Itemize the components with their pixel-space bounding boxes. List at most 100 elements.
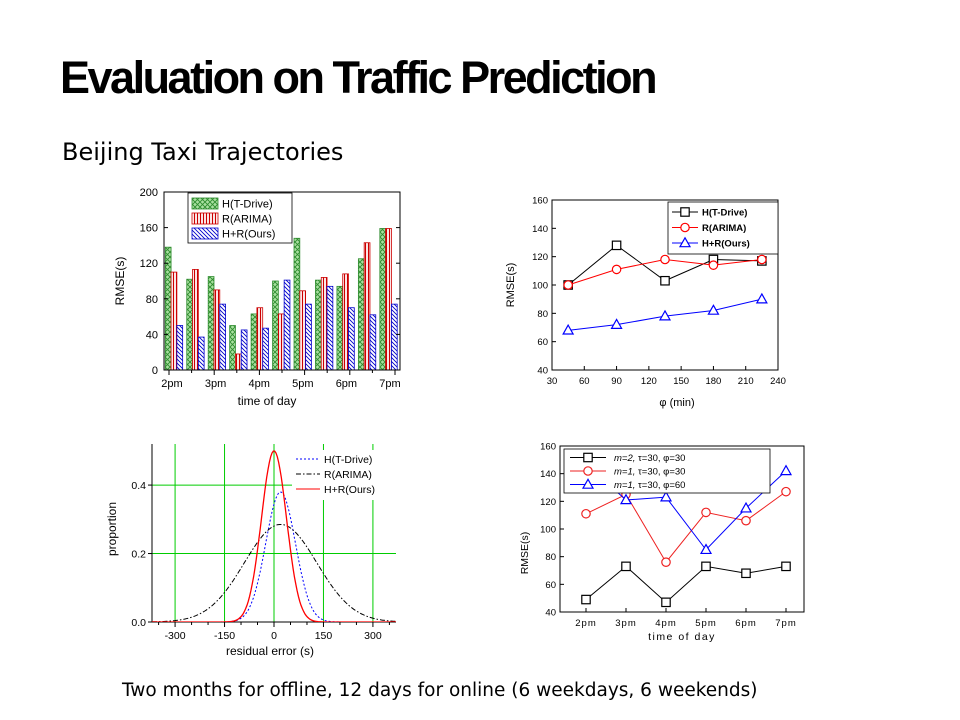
legend-label-1-m: m=1, [614,467,638,478]
legend-label-2: m=1, τ=30, φ=60 [614,480,685,491]
bar-1-8 [342,273,349,371]
y-tick-label-1: 60 [537,337,548,348]
bar-0-3 [229,325,236,371]
point-0-1 [621,561,631,572]
x-axis-label: time of day [238,394,297,408]
slide-subtitle: Beijing Taxi Trajectories [62,138,344,166]
x-tick-label-7: 240 [770,376,786,387]
x-axis-label: φ (min) [659,397,694,409]
legend-label-1: R(ARIMA) [222,214,272,226]
legend-marker-2 [581,478,595,489]
series-line-1 [585,491,787,564]
x-tick-label-3: 5pm [292,378,313,390]
point-1-5 [781,486,791,497]
bar-0-2 [207,276,215,371]
bar-0-6 [293,237,301,371]
y-axis-label: RMSE(s) [519,532,531,575]
point-1-3 [701,507,711,518]
y-tick-label-4: 120 [532,252,548,263]
point-1-3 [708,260,719,270]
slide-title: Evaluation on Traffic Prediction [60,52,658,103]
y-tick-label-2: 80 [146,294,158,306]
y-tick-label-4: 120 [540,497,556,508]
y-tick-label-6: 160 [532,196,548,207]
x-axis-label: time of day [648,631,716,643]
bar-0-1 [186,278,193,371]
legend-label-2-m: m=1, [614,480,638,491]
bar-2-1 [197,336,205,371]
bar-2-6 [305,303,312,371]
point-1-2 [660,254,670,265]
y-tick-label-1: 60 [545,580,556,591]
point-2-1 [619,493,633,505]
point-1-0 [581,508,591,519]
bar-2-3 [240,329,248,371]
bar-1-3 [235,353,242,371]
x-tick-label-5: 7pm [379,378,400,390]
bar-2-2 [219,303,226,371]
x-tick-label-6: 210 [738,376,754,387]
y-tick-label-5: 140 [532,224,548,235]
bar-0-7 [315,279,322,371]
point-2-3 [699,543,713,555]
x-tick-label-3: 120 [641,376,657,387]
x-tick-label-4: 300 [364,630,382,642]
bar-1-6 [299,290,306,371]
legend-label-0-params: τ=30, φ=30 [638,453,685,464]
bar-1-9 [363,242,371,371]
bar-2-5 [283,279,291,371]
legend-label-1: R(ARIMA) [702,223,746,234]
point-0-0 [581,594,591,605]
series-line-0 [585,565,787,603]
point-0-3 [701,561,711,572]
legend-swatch-0 [191,197,219,210]
x-tick-label-0: 2pm [575,618,596,629]
x-axis-label: residual error (s) [226,644,314,658]
x-tick-label-0: -300 [165,630,186,642]
series-curve-1 [152,524,396,622]
slide-footer: Two months for offline, 12 days for onli… [122,680,758,701]
y-axis-label: RMSE(s) [113,257,127,306]
x-tick-label-1: 3pm [615,618,636,629]
bar-1-5 [277,313,285,371]
bar-1-2 [213,289,221,371]
point-2-0 [562,323,575,335]
legend-label-1-params: τ=30, φ=30 [638,467,685,478]
x-tick-label-1: 3pm [205,378,226,390]
x-tick-label-3: 5pm [695,618,716,629]
line-chart-rmse-parameters: 40 60 80 100 120 140 160 2pm 3pm 4pm 5pm 6pm 7pm time… [519,442,805,643]
y-tick-label-5: 140 [540,469,556,480]
legend-marker-2 [678,236,692,248]
point-2-2 [658,309,672,321]
bar-2-8 [348,307,355,371]
legend-label-0: H(T-Drive) [222,199,273,211]
y-tick-label-0: 40 [545,608,556,619]
y-tick-label-2: 0.4 [131,480,146,492]
series-line-2 [585,463,787,551]
y-tick-label-1: 40 [146,329,158,341]
bar-1-0 [170,271,178,371]
bar-0-5 [272,280,279,371]
legend-label-1: R(ARIMA) [324,469,372,481]
legend-label-1: m=1, τ=30, φ=30 [614,467,685,478]
point-2-1 [610,318,623,329]
legend-label-0: H(T-Drive) [324,454,372,466]
bar-1-1 [192,269,199,371]
x-tick-label-2: 90 [611,376,622,387]
line-chart-rmse-phi: 40 60 80 100 120 140 160 30 60 90 120 150 180 210 240 φ… [505,196,786,410]
legend-marker-1 [680,222,690,233]
bar-0-9 [357,258,365,371]
bar-0-4 [250,313,258,371]
point-0-5 [781,561,791,572]
series-curve-0 [152,491,396,622]
point-0-2 [660,275,670,286]
x-tick-label-2: 4pm [655,618,676,629]
x-tick-label-4: 6pm [336,378,357,390]
bar-2-9 [369,314,377,371]
x-tick-label-3: 150 [315,630,333,642]
y-tick-label-0: 40 [537,366,548,377]
y-tick-label-5: 200 [140,187,158,199]
bar-1-10 [385,228,392,371]
point-2-3 [707,304,720,315]
x-tick-label-2: 0 [271,630,277,642]
